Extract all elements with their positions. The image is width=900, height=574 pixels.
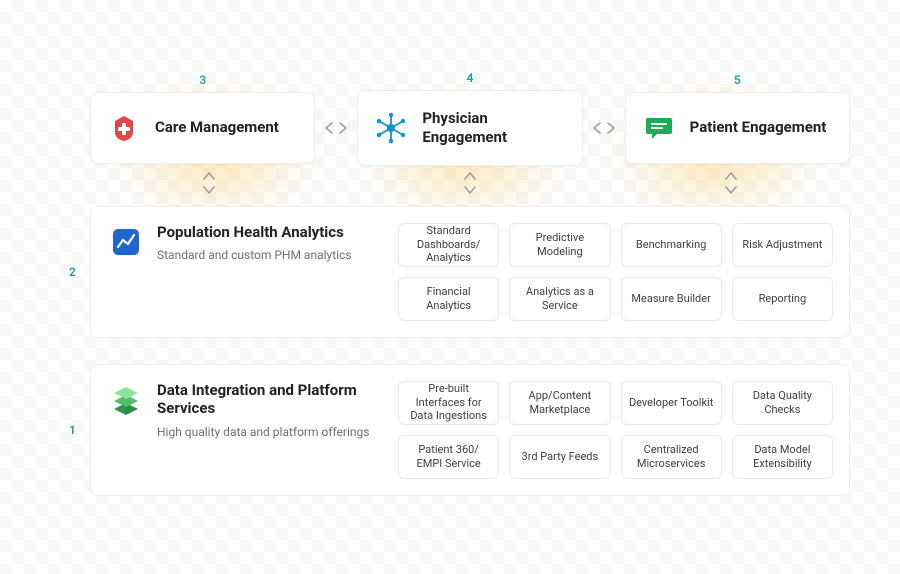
bidirectional-arrow-vertical-icon [203,172,215,198]
bidirectional-arrow-icon [593,122,615,134]
chip: Financial Analytics [398,277,499,321]
card-care-management: 3 Care Management [90,92,315,164]
chips-grid: Standard Dashboards/ Analytics Predictiv… [398,223,833,321]
card-number: 5 [734,73,741,87]
chip: Analytics as a Service [509,277,610,321]
bidirectional-arrow-vertical-icon [464,172,476,198]
chart-square-icon [109,225,143,259]
section-title: Population Health Analytics [157,223,352,242]
card-number: 3 [199,73,206,87]
section-data-integration-platform: 1 Data Integration and Platform Services… [90,364,850,496]
chip: Developer Toolkit [621,381,722,425]
layers-icon [109,383,143,417]
card-number: 4 [467,71,474,85]
chip: Patient 360/ EMPI Service [398,435,499,479]
section-number: 1 [69,423,76,437]
medical-bag-icon [107,111,141,145]
chip: Data Model Extensibility [732,435,833,479]
card-patient-engagement: 5 Patient Engagement [625,92,850,164]
vertical-connectors [90,172,850,198]
section-title: Data Integration and Platform Services [157,381,374,419]
chip: Measure Builder [621,277,722,321]
section-subtitle: High quality data and platform offerings [157,424,374,440]
chip: Benchmarking [621,223,722,267]
network-star-icon [374,111,408,145]
section-subtitle: Standard and custom PHM analytics [157,247,352,263]
chip: Reporting [732,277,833,321]
architecture-diagram: 3 Care Management 4 [90,90,850,522]
chip: App/Content Marketplace [509,381,610,425]
section-header: Population Health Analytics Standard and… [109,223,374,321]
section-population-health-analytics: 2 Population Health Analytics Standard a… [90,206,850,338]
chip: Data Quality Checks [732,381,833,425]
chip: Pre-built Interfaces for Data Ingestions [398,381,499,425]
card-title: Care Management [155,118,279,137]
chips-grid: Pre-built Interfaces for Data Ingestions… [398,381,833,479]
chip: Predictive Modeling [509,223,610,267]
top-row: 3 Care Management 4 [90,90,850,166]
card-title: Physician Engagement [422,109,565,147]
section-header: Data Integration and Platform Services H… [109,381,374,479]
chip: Centralized Microservices [621,435,722,479]
chip: Risk Adjustment [732,223,833,267]
card-physician-engagement: 4 Physician Engagement [357,90,582,166]
chip: Standard Dashboards/ Analytics [398,223,499,267]
card-title: Patient Engagement [690,118,827,137]
section-number: 2 [69,265,76,279]
bidirectional-arrow-icon [325,122,347,134]
bidirectional-arrow-vertical-icon [725,172,737,198]
chip: 3rd Party Feeds [509,435,610,479]
chat-lines-icon [642,111,676,145]
